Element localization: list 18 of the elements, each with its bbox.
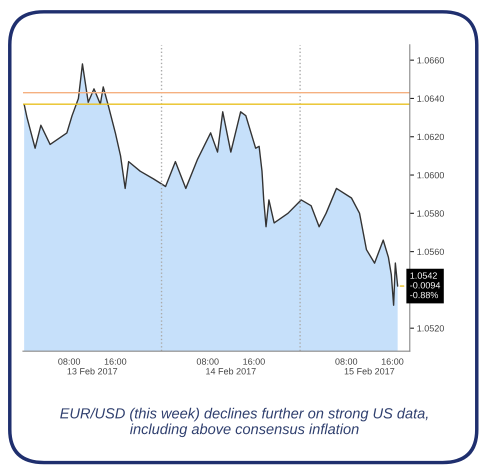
y-tick-label: 1.0600 [417, 172, 444, 178]
annotation: 1.0542 -0.0094 -0.88% [410, 272, 440, 298]
x-tick-label: 16:00 [243, 358, 265, 365]
x2-tick-label: 13 Feb 2017 [68, 368, 118, 374]
y-tick-label: 1.0560 [417, 248, 444, 255]
x-tick-label: 16:00 [104, 358, 126, 365]
x2-tick-label: 15 Feb 2017 [344, 368, 394, 374]
y-tick-label: 1.0520 [417, 325, 444, 332]
x-tick-label: 08:00 [196, 358, 219, 365]
y-tick-label: 1.0640 [417, 95, 444, 102]
x2-tick-label: 14 Feb 2017 [206, 368, 256, 374]
x-tick-label: 08:00 [58, 358, 80, 365]
text: EUR/USD (this week) declines further on strong US data, including above consensus inflation [60, 408, 428, 438]
y-tick-label: 1.0660 [417, 57, 444, 64]
x-tick-label: 08:00 [335, 358, 358, 365]
x-tick-label: 16:00 [382, 358, 404, 365]
y-tick-label: 1.0620 [417, 134, 444, 140]
y-tick-label: 1.0580 [417, 210, 444, 217]
